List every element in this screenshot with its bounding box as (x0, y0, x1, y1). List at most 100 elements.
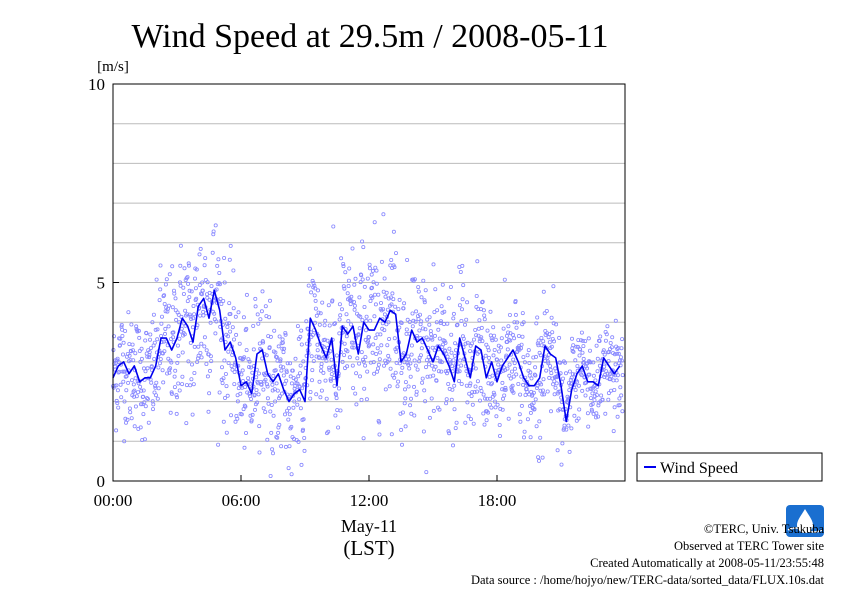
data-point (457, 369, 462, 374)
data-point (477, 339, 482, 344)
data-point (431, 408, 436, 413)
data-point (414, 333, 419, 338)
data-point (581, 344, 586, 349)
data-point (423, 327, 428, 332)
data-point (428, 329, 433, 334)
data-point (439, 360, 444, 365)
data-point (226, 360, 231, 365)
data-point (605, 371, 610, 376)
data-point (560, 441, 565, 446)
data-point (595, 369, 600, 374)
data-point (295, 402, 300, 407)
data-point (511, 374, 516, 379)
data-point (230, 325, 235, 330)
data-point (165, 371, 170, 376)
data-point (533, 397, 538, 402)
data-point (481, 308, 486, 313)
data-point (349, 294, 354, 299)
data-point (339, 256, 344, 261)
data-point (488, 396, 493, 401)
data-point (419, 346, 424, 351)
data-point (190, 412, 195, 417)
data-point (561, 376, 566, 381)
data-point (569, 375, 574, 380)
data-point (411, 384, 416, 389)
data-point (192, 276, 197, 281)
data-point (360, 277, 365, 282)
data-point (173, 368, 178, 373)
data-point (256, 392, 261, 397)
data-point (244, 326, 249, 331)
data-point (439, 369, 444, 374)
data-point (243, 404, 248, 409)
data-point (227, 301, 232, 306)
data-point (127, 353, 132, 358)
data-point (231, 268, 236, 273)
data-point (441, 322, 446, 327)
data-point (133, 404, 138, 409)
data-point (529, 376, 534, 381)
data-point (298, 334, 303, 339)
data-point (498, 345, 503, 350)
data-point (369, 286, 374, 291)
data-point (132, 394, 137, 399)
data-point (177, 388, 182, 393)
data-point (261, 340, 266, 345)
data-point (467, 383, 472, 388)
data-point (175, 343, 180, 348)
data-point (455, 322, 460, 327)
data-point (423, 399, 428, 404)
data-point (427, 322, 432, 327)
data-point (575, 364, 580, 369)
data-point (545, 355, 550, 360)
data-point (507, 312, 512, 317)
data-point (491, 390, 496, 395)
data-point (505, 366, 510, 371)
data-point (536, 455, 541, 460)
data-point (267, 298, 272, 303)
data-point (531, 390, 536, 395)
data-point (418, 353, 423, 358)
data-point (338, 408, 343, 413)
data-point (163, 309, 168, 314)
data-point (425, 374, 430, 379)
x-tick-label: 12:00 (350, 491, 389, 510)
data-point (447, 431, 452, 436)
data-point (597, 338, 602, 343)
data-point (327, 367, 332, 372)
data-point (427, 315, 432, 320)
data-point (350, 345, 355, 350)
data-point (366, 338, 371, 343)
data-point (457, 303, 462, 308)
data-point (342, 366, 347, 371)
data-point (617, 396, 622, 401)
data-point (284, 370, 289, 375)
data-point (249, 418, 254, 423)
data-point (567, 388, 572, 393)
data-point (409, 352, 414, 357)
data-point (533, 365, 538, 370)
data-point (283, 444, 288, 449)
data-point (302, 435, 307, 440)
data-point (397, 361, 402, 366)
data-point (559, 462, 564, 467)
data-point (585, 366, 590, 371)
data-point (411, 318, 416, 323)
data-point (248, 413, 253, 418)
data-point (232, 382, 237, 387)
data-point (523, 383, 528, 388)
data-point (512, 361, 517, 366)
data-point (541, 289, 546, 294)
data-point (591, 360, 596, 365)
data-point (341, 264, 346, 269)
data-point (471, 337, 476, 342)
data-point (537, 419, 542, 424)
data-point (474, 304, 479, 309)
data-point (496, 362, 501, 367)
data-point (197, 252, 202, 257)
data-point (492, 333, 497, 338)
data-point (546, 359, 551, 364)
data-point (537, 458, 542, 463)
data-point (309, 354, 314, 359)
data-point (402, 401, 407, 406)
